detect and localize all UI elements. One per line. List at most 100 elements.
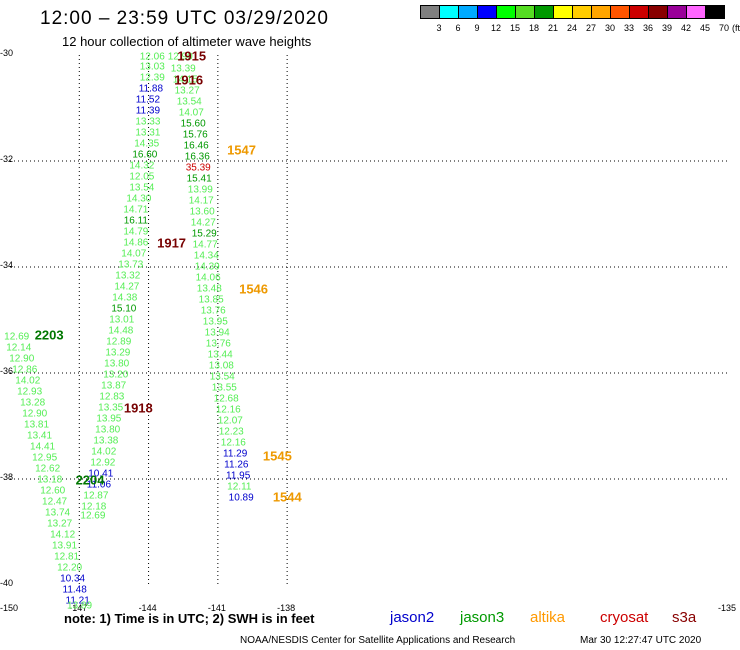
wave-height-value: 14.71: [123, 204, 149, 216]
legend-label: 12: [490, 23, 501, 33]
wave-height-value: 10.41: [88, 468, 114, 480]
wave-height-value: 13.95: [96, 413, 122, 425]
pass-time-label: 1915: [177, 48, 207, 64]
wave-height-value: 12.83: [99, 391, 125, 403]
wave-height-value: 14.12: [50, 529, 76, 541]
wave-height-value: 16.46: [183, 140, 209, 152]
map-grid: [10, 55, 730, 585]
legend-label: 39: [661, 23, 672, 33]
wave-height-value: 14.07: [121, 248, 147, 260]
legend-label: 70: [718, 23, 729, 33]
wave-height-value: 13.80: [104, 358, 130, 370]
wave-height-value: 14.77: [192, 239, 218, 251]
satellite-altika: altika: [530, 609, 566, 626]
wave-height-value: 13.27: [47, 518, 73, 530]
credit-text: NOAA/NESDIS Center for Satellite Applica…: [240, 635, 516, 646]
wave-height-value: 12.11: [227, 481, 252, 493]
wave-height-value: 16.36: [184, 151, 210, 163]
wave-height-value: 15.10: [111, 303, 137, 315]
wave-height-value: 14.15: [172, 74, 198, 86]
legend-label: 24: [566, 23, 577, 33]
legend-label: 21: [547, 23, 558, 33]
wave-height-value: 12.23: [218, 426, 244, 438]
wave-height-value: 13.32: [115, 270, 141, 282]
wave-height-value: 13.54: [209, 371, 235, 383]
longitude-label: -144: [138, 603, 157, 613]
pass-time-label: 1545: [262, 448, 292, 464]
wave-height-value: 11.48: [62, 584, 87, 596]
pass-time-label: 1917: [157, 235, 187, 251]
wave-height-value: 13.08: [208, 360, 234, 372]
wave-height-value: 13.54: [176, 96, 202, 108]
latitude-label: -40: [0, 578, 14, 588]
wave-height-value: 13.76: [200, 305, 226, 317]
wave-height-value: 14.02: [91, 446, 117, 458]
wave-height-value: 12.16: [220, 437, 246, 449]
wave-height-value: 12.92: [90, 457, 116, 469]
wave-height-value: 12.39: [139, 72, 165, 84]
wave-height-value: 14.79: [123, 226, 149, 238]
wave-height-value: 13.87: [101, 380, 127, 392]
legend-label: 9: [474, 23, 480, 33]
wave-height-value: 13.85: [198, 294, 224, 306]
wave-height-value: 14.30: [126, 193, 152, 205]
wave-height-value: 12.93: [17, 386, 43, 398]
wave-height-value: 13.89: [66, 600, 93, 612]
wave-height-value: 12.60: [40, 485, 66, 497]
wave-height-value: 15.29: [191, 228, 217, 240]
wave-height-value: 13.55: [211, 382, 237, 394]
wave-height-value: 14.17: [188, 195, 214, 207]
latitude-label: -32: [0, 154, 14, 164]
wave-height-value: 12.69: [4, 331, 30, 343]
wave-height-value: 11.52: [135, 94, 161, 106]
wave-height-value: 13.31: [135, 127, 161, 139]
wave-height-value: 13.44: [207, 349, 233, 361]
pass-time-label: 1916: [174, 72, 204, 88]
wave-height-value: 12.20: [57, 562, 83, 574]
pass-time-label: 2203: [34, 327, 64, 343]
page-title: 12:00 – 23:59 UTC 03/29/2020: [40, 8, 329, 29]
wave-height-value: 11.88: [138, 83, 164, 95]
wave-height-value: 12.69: [80, 510, 106, 522]
wave-height-value: 13.38: [93, 435, 119, 447]
wave-height-value: 13.01: [109, 314, 135, 326]
latitude-label: -36: [0, 366, 14, 376]
page-subtitle: 12 hour collection of altimeter wave hei…: [62, 34, 312, 49]
wave-height-value: 13.99: [187, 184, 213, 196]
wave-height-value: 13.35: [98, 402, 124, 414]
wave-height-value: 13.76: [205, 338, 231, 350]
wave-height-value: 13.81: [24, 419, 50, 431]
wave-height-value: 15.60: [180, 118, 206, 130]
wave-height-value: 11.29: [223, 448, 248, 460]
wave-height-value: 13.33: [135, 116, 161, 128]
wave-height-value: 14.34: [193, 250, 219, 262]
wave-height-value: 13.74: [45, 507, 71, 519]
wave-height-value: 10.89: [228, 492, 254, 504]
satellite-jason2: jason2: [390, 609, 435, 626]
pass-time-label: 1547: [227, 142, 256, 158]
wave-height-value: 13.54: [129, 182, 155, 194]
latitude-label: -30: [0, 48, 14, 58]
wave-height-value: 13.18: [37, 474, 63, 486]
wave-height-value: 14.39: [194, 261, 220, 273]
wave-height-value: 12.90: [22, 408, 48, 420]
footer-note: note: 1) Time is in UTC; 2) SWH is in fe…: [64, 611, 315, 626]
wave-height-value: 12.62: [35, 463, 61, 475]
satellite-jason3: jason3: [460, 609, 505, 626]
wave-height-value: 13.94: [204, 327, 230, 339]
pass-time-label: 2204: [75, 472, 105, 488]
wave-height-value: 12.47: [42, 496, 68, 508]
longitude-label: -138: [277, 603, 296, 613]
wave-height-value: 15.41: [186, 173, 212, 185]
satellite-cryosat: cryosat: [600, 609, 649, 626]
wave-height-value: 11.21: [65, 595, 90, 607]
legend-swatch: [705, 5, 725, 19]
longitude-label: -150: [0, 603, 19, 613]
satellite-s3a: s3a: [672, 609, 697, 626]
wave-height-value: 13.28: [20, 397, 46, 409]
wave-height-value: 14.27: [190, 217, 216, 229]
latitude-label: -38: [0, 472, 14, 482]
wave-height-value: 13.29: [105, 347, 131, 359]
